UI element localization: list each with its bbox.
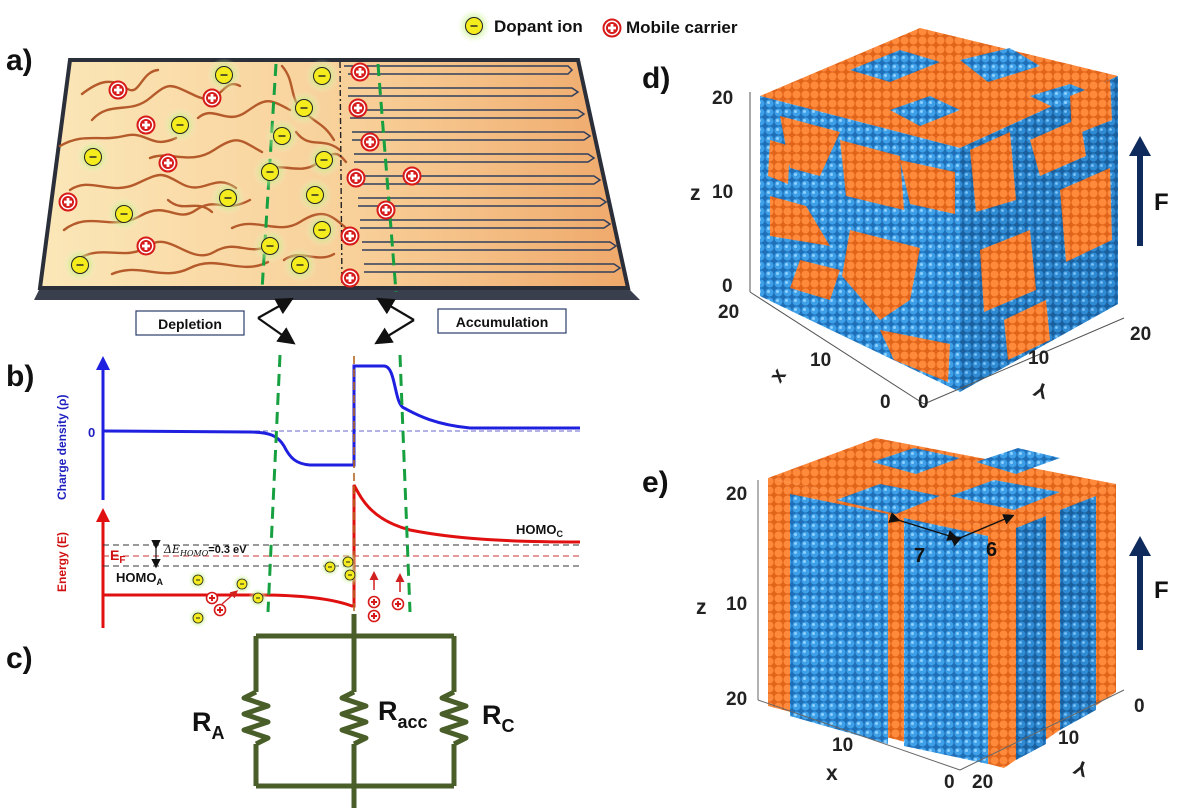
cube-e-x-label: x (826, 762, 838, 785)
accumulation-label: Accumulation (456, 314, 549, 330)
depletion-vertical (266, 354, 282, 613)
cube-e-z-label: z (696, 596, 707, 619)
panel-label-c: c) (6, 642, 33, 675)
cube-e-z-tick-10: 10 (726, 594, 747, 615)
energy-curve (103, 484, 581, 608)
interface-line (339, 61, 343, 287)
circuit (241, 614, 469, 808)
cube-e-x-tick-10: 10 (832, 735, 853, 756)
accumulation-boundary (376, 63, 398, 293)
cube-e-y-tick-10: 10 (1058, 728, 1079, 749)
resistor-a-label: RA (192, 707, 225, 743)
cube-d-x-tick-20: 20 (718, 302, 739, 323)
cube-e: 7 6 (768, 438, 1116, 768)
accumulation-vertical (398, 354, 412, 613)
cube-e-y-tick-20: 20 (972, 772, 993, 793)
cube-d-z-label: z (690, 182, 701, 205)
depletion-box (135, 310, 245, 336)
slab (34, 57, 640, 300)
energy-plot: Energy (E) EF ΔEHOMO=0.3 eV HOMOA HOMOC (55, 354, 581, 629)
cube-e-z-tick-20: 20 (726, 484, 747, 505)
panel-label-d: d) (642, 62, 670, 95)
cube-e-top (768, 438, 1116, 530)
cube-d (760, 28, 1118, 392)
panel-label-a: a) (6, 44, 33, 77)
region-arrows (257, 297, 415, 345)
cube-d-x-tick-10: 10 (810, 350, 831, 371)
force-label-e: F (1154, 577, 1169, 604)
ordered-chains (344, 65, 622, 273)
cube-d-axes (749, 92, 1125, 405)
fermi-label: EF (110, 547, 125, 566)
cube-e-x-tick-0: 0 (944, 772, 955, 793)
cube-d-x-label: x (765, 364, 791, 387)
dim-label-6: 6 (986, 539, 997, 561)
force-label-d: F (1154, 189, 1169, 216)
force-arrow-e (1129, 536, 1151, 650)
small-ions (187, 551, 405, 629)
energy-axis-label: Energy (E) (55, 532, 69, 592)
cube-d-y-label: Y (1031, 377, 1052, 403)
legend: Dopant ion Mobile carrier (456, 8, 738, 44)
dim-label-7: 7 (914, 545, 925, 567)
dimension-arrows (888, 512, 1015, 547)
cube-d-z-tick-10: 10 (712, 182, 733, 203)
charge-curve (102, 364, 580, 467)
cube-d-y-tick-0: 0 (918, 392, 929, 413)
charge-zero: 0 (88, 425, 95, 440)
charge-axis-label: Charge density (ρ) (55, 395, 69, 500)
dopant-legend-label: Dopant ion (494, 17, 583, 36)
cube-e-axes (757, 480, 1125, 771)
homo-c-label: HOMOC (516, 522, 563, 539)
depletion-label: Depletion (158, 316, 222, 332)
resistor-acc-label: Racc (378, 696, 428, 732)
delta-homo-label: ΔEHOMO=0.3 eV (163, 543, 247, 558)
dopant-legend-icon (456, 8, 492, 44)
cube-e-y-tick-0: 0 (1134, 696, 1145, 717)
cube-d-y-tick-10: 10 (1028, 348, 1049, 369)
accumulation-box (437, 308, 567, 334)
cube-e-y-label: Y (1071, 755, 1092, 781)
cube-e-x-tick-20: 20 (726, 689, 747, 710)
homo-a-label: HOMOA (116, 570, 163, 587)
cube-d-top (760, 28, 1118, 148)
cube-d-x-tick-0: 0 (880, 392, 891, 413)
cube-d-y-tick-20: 20 (1130, 324, 1151, 345)
cube-d-z-tick-20: 20 (712, 88, 733, 109)
cube-d-z-tick-0: 0 (722, 276, 733, 297)
panel-label-e: e) (642, 466, 669, 499)
carrier-legend-icon (602, 18, 622, 38)
charge-plot: Charge density (ρ) 0 (55, 356, 580, 500)
force-arrow-d (1129, 136, 1151, 246)
carrier-legend-label: Mobile carrier (626, 18, 738, 37)
panel-label-b: b) (6, 360, 34, 393)
resistor-c-label: RC (482, 700, 515, 736)
